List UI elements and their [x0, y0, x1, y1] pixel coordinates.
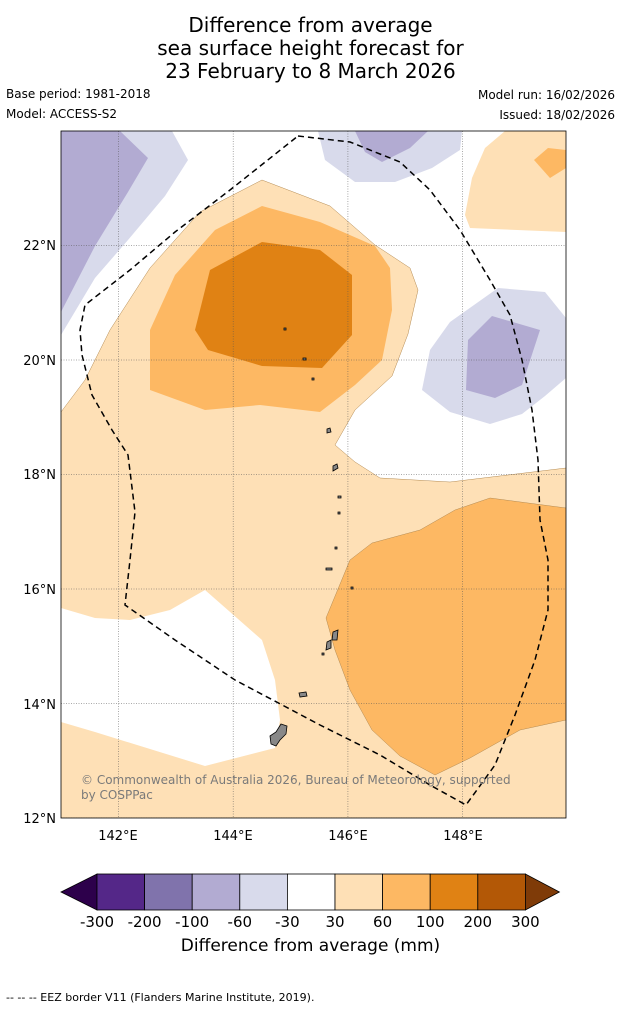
contour-neg-60-100-northwest — [61, 131, 148, 312]
contour-100-200-central — [195, 242, 352, 368]
issued-label: Issued: 18/02/2026 — [499, 108, 615, 122]
island-sarigan — [334, 546, 338, 550]
colorbar-arrow-right — [525, 873, 561, 911]
colorbar-box-5 — [286, 873, 336, 911]
colorbar-tick-4: -30 — [275, 913, 300, 931]
island-pagan — [332, 463, 339, 472]
contour-line-30 — [61, 179, 566, 483]
model-run-label: Model run: 16/02/2026 — [477, 88, 615, 102]
colorbar-tick-6: 60 — [373, 913, 392, 931]
contour-line-60-southeast — [325, 497, 566, 776]
colorbar-tick-0: -300 — [80, 913, 114, 931]
island-agrihan — [326, 427, 332, 434]
contour-neg-60-100-north — [355, 131, 428, 162]
lat-tick-18: 18°N — [23, 468, 56, 483]
forecast-map: 142°E 144°E 146°E 148°E 12°N 14°N 16°N 1… — [23, 130, 567, 844]
base-period-label: Base period: 1981-2018 — [6, 87, 151, 101]
island-rota — [298, 691, 308, 698]
contour-60-100-southeast — [326, 498, 566, 775]
colorbar-tick-9: 300 — [511, 913, 540, 931]
colorbar-ticks: -300 -200 -100 -60 -30 30 60 100 200 300 — [80, 913, 540, 931]
colorbar-box-3 — [191, 873, 241, 911]
island-tinian — [325, 639, 332, 651]
lat-tick-12: 12°N — [23, 812, 56, 827]
colorbar-box-2 — [144, 873, 193, 911]
colorbar-tick-3: -60 — [228, 913, 253, 931]
colorbar-tick-8: 200 — [463, 913, 492, 931]
eez-footnote: -- -- -- EEZ border V11 (Flanders Marine… — [6, 991, 315, 1004]
lon-tick-146: 146°E — [328, 829, 368, 844]
island-asuncion — [311, 377, 315, 381]
island-alamagan — [337, 495, 342, 499]
colorbar-tick-5: 30 — [325, 913, 344, 931]
colorbar-box-7 — [382, 873, 431, 911]
island-farallon — [283, 327, 287, 331]
lat-tick-22: 22°N — [23, 239, 56, 254]
model-label: Model: ACCESS-S2 — [6, 107, 118, 121]
colorbar-arrow-left — [60, 873, 98, 911]
island-aguijan — [321, 652, 325, 656]
colorbar-box-6 — [334, 873, 383, 911]
contour-60-100-northeast — [534, 148, 566, 178]
colorbar-box-9 — [477, 873, 526, 911]
island-zealandia — [350, 586, 354, 590]
islands — [269, 327, 354, 747]
colorbar-box-8 — [429, 873, 479, 911]
island-guam — [269, 723, 288, 747]
copyright-line-2: by COSPPac — [81, 788, 153, 802]
colorbar-label: Difference from average (mm) — [180, 936, 441, 956]
island-anatahan — [325, 567, 333, 571]
colorbar-boxes — [60, 873, 561, 911]
lon-tick-144: 144°E — [213, 829, 253, 844]
chart-title: Difference from average sea surface heig… — [0, 14, 621, 83]
eez-border — [79, 135, 549, 806]
lat-tick-16: 16°N — [23, 583, 56, 598]
lat-tick-14: 14°N — [23, 698, 56, 713]
island-maug — [302, 357, 307, 361]
copyright-line-1: © Commonwealth of Australia 2026, Bureau… — [81, 773, 511, 787]
colorbar-tick-1: -200 — [128, 913, 162, 931]
colorbar-tick-2: -100 — [175, 913, 209, 931]
colorbar-box-1 — [96, 873, 145, 911]
title-line-1: Difference from average — [188, 13, 433, 37]
island-saipan — [331, 629, 339, 641]
island-guguan — [337, 511, 341, 515]
colorbar-tick-7: 100 — [416, 913, 445, 931]
colorbar-box-4 — [239, 873, 288, 911]
title-line-2: sea surface height forecast for — [157, 36, 464, 60]
lat-tick-20: 20°N — [23, 354, 56, 369]
map-gridlines — [61, 131, 566, 818]
title-line-3: 23 February to 8 March 2026 — [165, 59, 456, 83]
lon-tick-148: 148°E — [443, 829, 483, 844]
map-frame — [60, 130, 567, 819]
contour-neg-60-100-east — [466, 316, 540, 398]
lon-tick-142: 142°E — [98, 829, 138, 844]
